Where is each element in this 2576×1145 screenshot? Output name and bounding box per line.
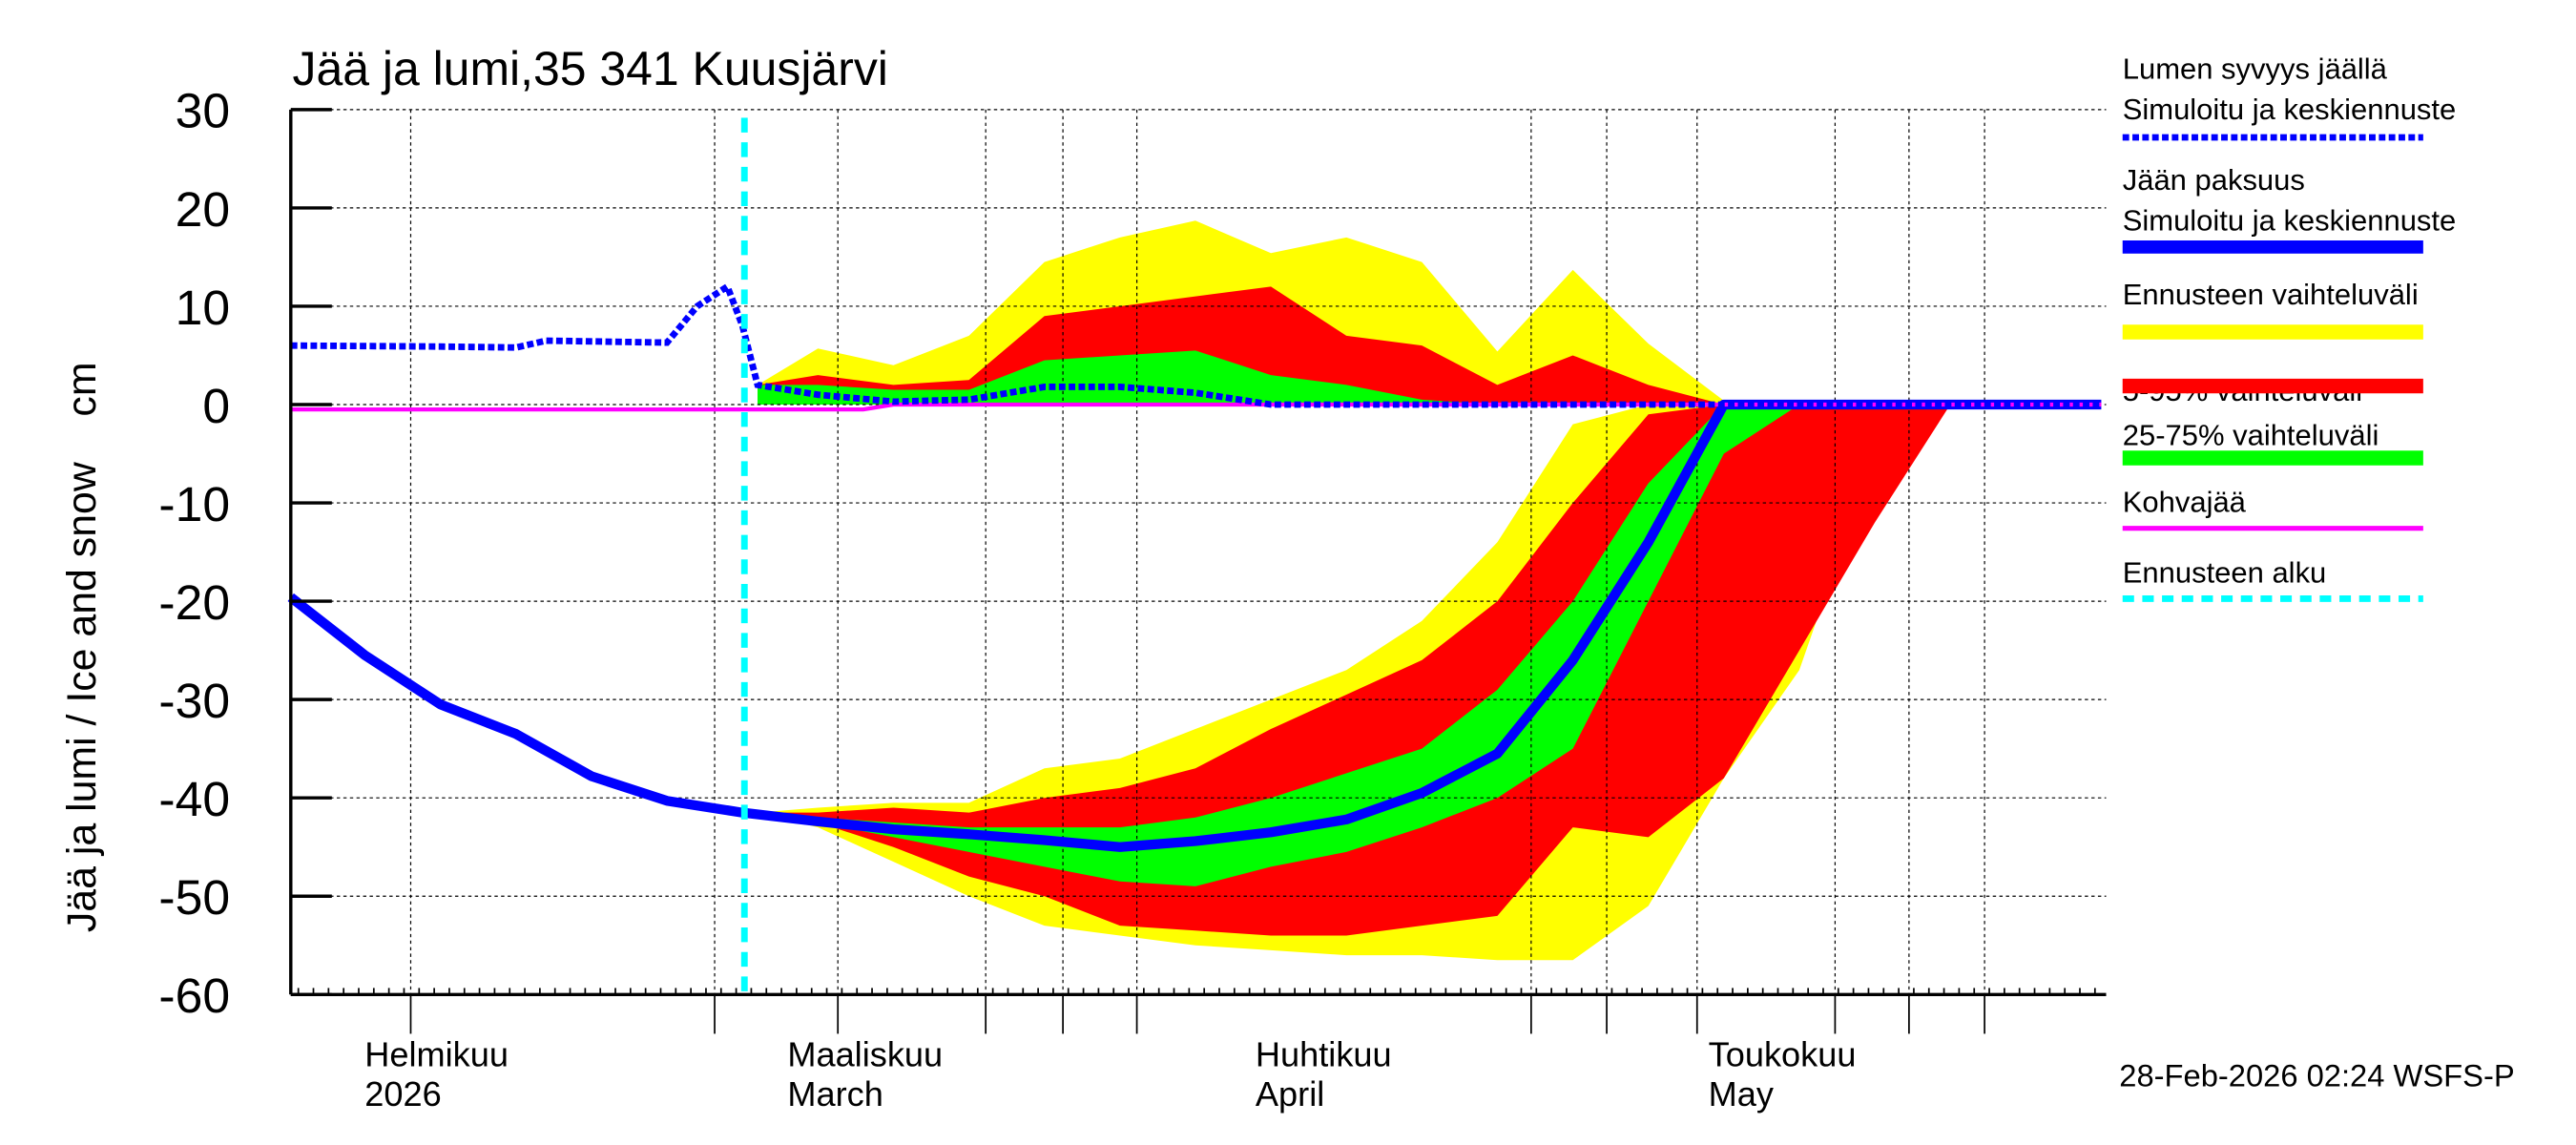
month-sublabel: March <box>787 1074 883 1114</box>
y-tick-label: -20 <box>158 574 230 630</box>
chart-title: Jää ja lumi,35 341 Kuusjärvi <box>293 42 888 95</box>
y-tick-label: -60 <box>158 968 230 1023</box>
legend-label: Lumen syvyys jäällä <box>2123 52 2388 85</box>
month-label: Maaliskuu <box>787 1035 943 1074</box>
y-tick-label: 30 <box>176 83 230 138</box>
y-tick-label: 0 <box>202 378 230 433</box>
grid <box>290 109 2107 1034</box>
legend-label: Ennusteen alku <box>2123 555 2327 589</box>
month-sublabel: May <box>1709 1074 1774 1114</box>
y-tick-label: 20 <box>176 181 230 237</box>
month-sublabel: April <box>1256 1074 1324 1114</box>
y-axis-label: Jää ja lumi / Ice and snow cm <box>59 362 105 932</box>
snow-depth-line <box>290 281 2102 408</box>
y-tick-label: -40 <box>158 771 230 826</box>
month-label: Toukokuu <box>1709 1035 1857 1074</box>
ice-thickness-line <box>287 399 2102 852</box>
timestamp: 28-Feb-2026 02:24 WSFS-P <box>2119 1057 2514 1093</box>
y-tick-label: 10 <box>176 280 230 335</box>
legend-sublabel: Simuloitu ja keskiennuste <box>2123 93 2457 126</box>
snow-band-p25_75 <box>758 350 1951 405</box>
month-label: Huhtikuu <box>1256 1035 1392 1074</box>
ice-band-p25_75 <box>758 405 1951 886</box>
month-label: Helmikuu <box>364 1035 509 1074</box>
month-sublabel: 2026 <box>364 1074 441 1114</box>
legend-sublabel: Simuloitu ja keskiennuste <box>2123 204 2457 238</box>
legend-label: 25-75% vaihteluväli <box>2123 418 2379 451</box>
legend-label: Jään paksuus <box>2123 163 2305 197</box>
y-tick-label: -30 <box>158 673 230 728</box>
forecast-bands <box>758 220 1951 961</box>
legend-label: Kohvajää <box>2123 486 2247 519</box>
y-tick-label: -50 <box>158 869 230 925</box>
y-tick-label: -10 <box>158 476 230 531</box>
legend: Lumen syvyys jäällä Simuloitu ja keskienn… <box>2123 52 2457 602</box>
series-lines <box>287 117 2102 995</box>
legend-label: Ennusteen vaihteluväli <box>2123 278 2419 311</box>
